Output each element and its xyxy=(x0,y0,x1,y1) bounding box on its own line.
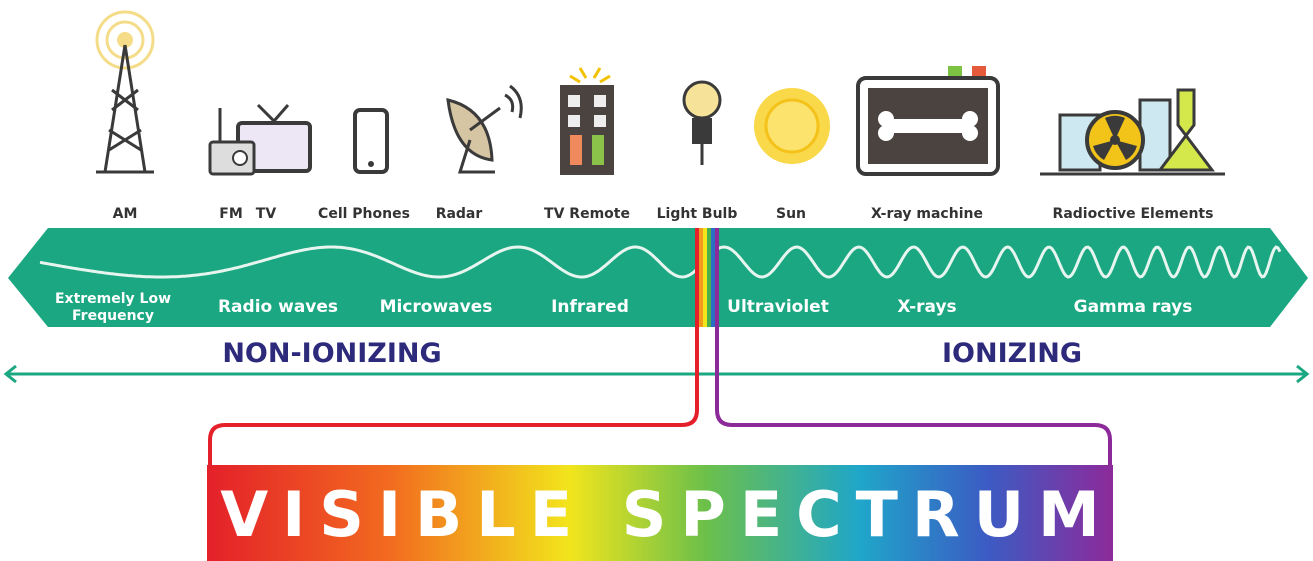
radioactive-icon xyxy=(1040,90,1225,174)
double-arrow xyxy=(6,366,1307,382)
sun-icon xyxy=(754,88,830,164)
source-label: Cell Phones xyxy=(318,206,410,222)
band-label: Gamma rays xyxy=(1074,297,1193,317)
source-label: Radar xyxy=(436,206,483,222)
source-label: X-ray machine xyxy=(871,206,983,222)
visible-title: VISIBLE SPECTRUM xyxy=(220,478,1114,551)
icons xyxy=(96,12,1225,175)
band-label: X-rays xyxy=(897,297,956,317)
xray-icon xyxy=(858,66,998,174)
group-label: IONIZING xyxy=(942,338,1082,369)
band-label: Extremely Low xyxy=(55,291,171,307)
band-label: Microwaves xyxy=(380,297,493,317)
source-label: Sun xyxy=(776,206,806,222)
source-label: AM xyxy=(113,206,138,222)
source-labels: AM FM TV Cell Phones Radar TV Remote Light Bul… xyxy=(113,206,1214,222)
band-label: Radio waves xyxy=(218,297,338,317)
group-label: NON-IONIZING xyxy=(222,338,441,369)
remote-icon xyxy=(560,68,614,175)
radio-tv-icon xyxy=(210,105,310,174)
source-label: Light Bulb xyxy=(657,206,738,222)
source-label: TV xyxy=(256,206,277,222)
phone-icon xyxy=(355,110,387,172)
radar-icon xyxy=(448,86,521,172)
source-label: FM xyxy=(219,206,243,222)
source-label: Radioctive Elements xyxy=(1053,206,1214,222)
band-label: Infrared xyxy=(551,297,629,317)
am-tower-icon xyxy=(96,12,154,172)
band-label: Ultraviolet xyxy=(727,297,829,317)
visible-strip xyxy=(695,228,719,327)
spectrum-diagram: AM FM TV Cell Phones Radar TV Remote Light Bul… xyxy=(0,0,1313,561)
source-label: TV Remote xyxy=(544,206,630,222)
band-label: Frequency xyxy=(72,308,154,324)
bulb-icon xyxy=(684,82,720,165)
